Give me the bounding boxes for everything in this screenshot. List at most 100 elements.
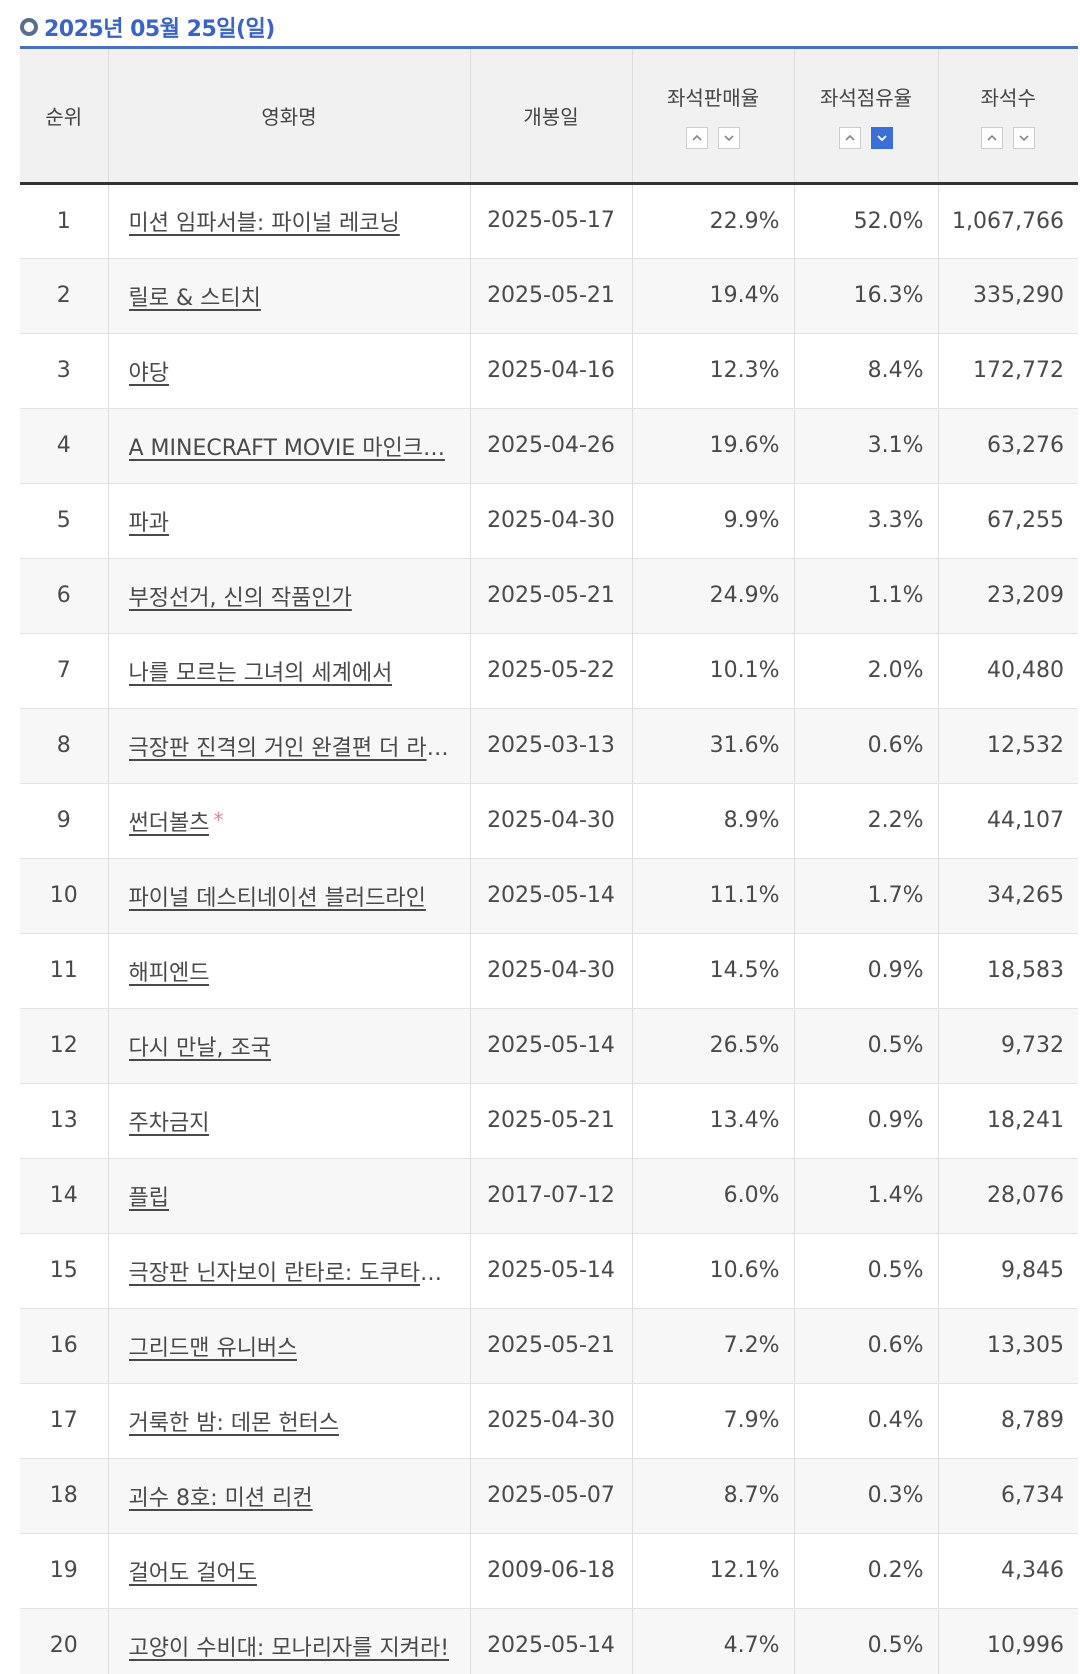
- table-row: 7 나를 모르는 그녀의 세계에서 2025-05-22 10.1% 2.0% 40,48…: [20, 633, 1078, 709]
- open-date-cell: 2009-06-18: [469, 1533, 632, 1609]
- seat-occupancy-cell: 0.5%: [793, 1608, 938, 1674]
- table-row: 20 고양이 수비대: 모나리자를 지켜라! 2025-05-14 4.7% 0.5% 1…: [20, 1608, 1078, 1674]
- movie-title-link[interactable]: 괴수 8호: 미션 리컨: [128, 1485, 313, 1511]
- movie-title-link[interactable]: 부정선거, 신의 작품인가: [128, 585, 352, 611]
- seat-sales-share-cell: 9.9%: [631, 483, 794, 559]
- rank-cell: 15: [20, 1233, 108, 1309]
- movie-title-link[interactable]: 야당: [128, 360, 169, 386]
- rank-cell: 19: [20, 1533, 108, 1609]
- movie-title-link[interactable]: 극장판 진격의 거인 완결편 더 라스…: [128, 735, 459, 761]
- movie-title-link[interactable]: 주차금지: [128, 1110, 210, 1136]
- column-label: 좌석판매율: [667, 85, 759, 110]
- rank-cell: 6: [20, 558, 108, 634]
- table-row: 4 A MINECRAFT MOVIE 마인크… 2025-04-26 19.6% 3.…: [20, 408, 1078, 484]
- sort-descending-button-active[interactable]: [871, 126, 893, 149]
- title-cell: 괴수 8호: 미션 리컨: [107, 1458, 470, 1534]
- open-date-cell: 2025-05-14: [469, 1233, 632, 1309]
- star-mark: *: [213, 807, 224, 832]
- sort-descending-button[interactable]: [718, 126, 740, 149]
- seat-sales-share-cell: 19.4%: [631, 258, 794, 334]
- seats-cell: 10,996: [937, 1608, 1078, 1674]
- movie-title-link[interactable]: 파이널 데스티네이션 블러드라인: [128, 885, 426, 911]
- movie-title-link[interactable]: 썬더볼츠: [128, 810, 210, 836]
- seat-occupancy-cell: 3.1%: [793, 408, 938, 484]
- column-label: 좌석점유율: [820, 85, 912, 110]
- seat-occupancy-cell: 52.0%: [793, 183, 938, 259]
- seats-cell: 34,265: [937, 858, 1078, 934]
- rank-cell: 7: [20, 633, 108, 709]
- open-date-cell: 2025-05-21: [469, 258, 632, 334]
- column-header-title: 영화명: [107, 49, 470, 185]
- title-cell: 그리드맨 유니버스: [107, 1308, 470, 1384]
- table-row: 12 다시 만날, 조국 2025-05-14 26.5% 0.5% 9,732: [20, 1008, 1078, 1084]
- seat-sales-share-cell: 13.4%: [631, 1083, 794, 1159]
- seat-occupancy-cell: 0.6%: [793, 1308, 938, 1384]
- title-cell: 극장판 진격의 거인 완결편 더 라스…: [107, 708, 470, 784]
- movie-title-link[interactable]: A MINECRAFT MOVIE 마인크…: [128, 435, 445, 461]
- open-date-cell: 2025-04-30: [469, 1383, 632, 1459]
- seat-occupancy-cell: 2.2%: [793, 783, 938, 859]
- movie-title-link[interactable]: 그리드맨 유니버스: [128, 1335, 298, 1361]
- open-date-cell: 2025-05-07: [469, 1458, 632, 1534]
- movie-title-link[interactable]: 미션 임파서블: 파이널 레코닝: [128, 211, 400, 236]
- movie-title-link[interactable]: 플립: [128, 1185, 169, 1211]
- seat-sales-share-cell: 12.1%: [631, 1533, 794, 1609]
- seats-cell: 9,732: [937, 1008, 1078, 1084]
- column-header-seat-sales-share: 좌석판매율: [631, 49, 794, 185]
- table-row: 1 미션 임파서블: 파이널 레코닝 2025-05-17 22.9% 52.0% 1,0…: [20, 183, 1078, 259]
- column-header-seat-occupancy: 좌석점유율: [793, 49, 938, 185]
- column-header-open-date: 개봉일: [469, 49, 632, 185]
- seat-sales-share-cell: 7.2%: [631, 1308, 794, 1384]
- chevron-down-icon: [724, 135, 734, 141]
- movie-title-link[interactable]: 고양이 수비대: 모나리자를 지켜라!: [128, 1635, 450, 1661]
- seats-cell: 4,346: [937, 1533, 1078, 1609]
- open-date-cell: 2025-05-21: [469, 558, 632, 634]
- title-cell: 극장판 닌자보이 란타로: 도쿠타케…: [107, 1233, 470, 1309]
- seat-sales-share-cell: 7.9%: [631, 1383, 794, 1459]
- title-cell: 거룩한 밤: 데몬 헌터스: [107, 1383, 470, 1459]
- table-header-row: 순위 영화명 개봉일 좌석판매율: [20, 49, 1078, 185]
- seat-sales-share-cell: 26.5%: [631, 1008, 794, 1084]
- table-row: 10 파이널 데스티네이션 블러드라인 2025-05-14 11.1% 1.7% 34,…: [20, 858, 1078, 934]
- sort-descending-button[interactable]: [1013, 126, 1036, 149]
- movie-title-link[interactable]: 파과: [128, 510, 169, 536]
- title-cell: 나를 모르는 그녀의 세계에서: [107, 633, 470, 709]
- table-row: 9 썬더볼츠 * 2025-04-30 8.9% 2.2% 44,107: [20, 783, 1078, 859]
- seat-occupancy-cell: 0.6%: [793, 708, 938, 784]
- table-row: 13 주차금지 2025-05-21 13.4% 0.9% 18,241: [20, 1083, 1078, 1159]
- rank-cell: 20: [20, 1608, 108, 1674]
- seat-occupancy-cell: 0.9%: [793, 933, 938, 1009]
- table-row: 3 야당 2025-04-16 12.3% 8.4% 172,772: [20, 333, 1078, 409]
- sort-ascending-button[interactable]: [839, 126, 861, 149]
- table-body: 1 미션 임파서블: 파이널 레코닝 2025-05-17 22.9% 52.0% 1,0…: [20, 183, 1078, 1674]
- title-cell: A MINECRAFT MOVIE 마인크…: [107, 408, 470, 484]
- seat-sales-share-cell: 8.9%: [631, 783, 794, 859]
- seat-sales-share-cell: 8.7%: [631, 1458, 794, 1534]
- movie-title-link[interactable]: 나를 모르는 그녀의 세계에서: [128, 660, 393, 686]
- chevron-up-icon: [692, 134, 702, 141]
- seat-occupancy-cell: 0.5%: [793, 1008, 938, 1084]
- movie-title-link[interactable]: 해피엔드: [128, 960, 210, 986]
- seats-cell: 18,241: [937, 1083, 1078, 1159]
- rank-cell: 13: [20, 1083, 108, 1159]
- table-row: 15 극장판 닌자보이 란타로: 도쿠타케… 2025-05-14 10.6% 0.5%…: [20, 1233, 1078, 1309]
- movie-title-link[interactable]: 걸어도 걸어도: [128, 1560, 257, 1586]
- open-date-cell: 2025-04-30: [469, 933, 632, 1009]
- date-title: 2025년 05월 25일(일): [44, 17, 275, 42]
- seat-occupancy-cell: 0.3%: [793, 1458, 938, 1534]
- table-row: 14 플립 2017-07-12 6.0% 1.4% 28,076: [20, 1158, 1078, 1234]
- title-cell: 파과: [107, 483, 470, 559]
- movie-title-link[interactable]: 극장판 닌자보이 란타로: 도쿠타케…: [128, 1260, 459, 1286]
- seat-occupancy-cell: 16.3%: [793, 258, 938, 334]
- open-date-cell: 2025-05-21: [469, 1083, 632, 1159]
- sort-ascending-button[interactable]: [981, 126, 1004, 149]
- title-cell: 고양이 수비대: 모나리자를 지켜라!: [107, 1608, 470, 1674]
- movie-title-link[interactable]: 다시 만날, 조국: [128, 1035, 271, 1061]
- seat-sales-share-cell: 10.6%: [631, 1233, 794, 1309]
- sort-ascending-button[interactable]: [686, 126, 708, 149]
- table-row: 2 릴로 & 스티치 2025-05-21 19.4% 16.3% 335,290: [20, 258, 1078, 334]
- movie-title-link[interactable]: 릴로 & 스티치: [128, 285, 261, 311]
- movie-title-link[interactable]: 거룩한 밤: 데몬 헌터스: [128, 1410, 340, 1436]
- seats-cell: 13,305: [937, 1308, 1078, 1384]
- column-label: 좌석수: [980, 85, 1036, 110]
